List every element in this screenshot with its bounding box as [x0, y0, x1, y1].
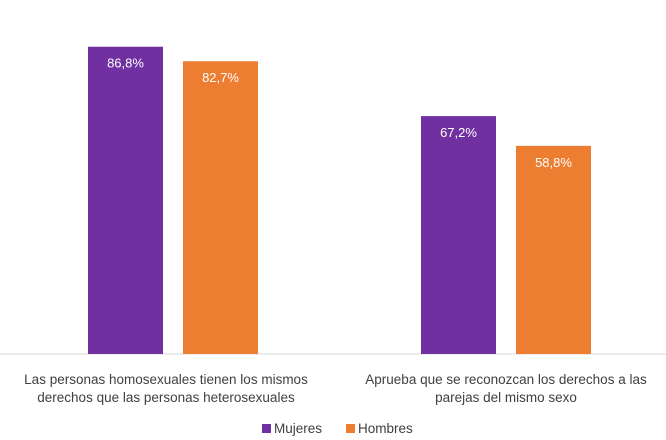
data-label-hombres-2: 58,8%	[535, 155, 572, 170]
category-label-2-line-2: parejas del mismo sexo	[435, 390, 577, 405]
category-label-2-line-1: Aprueba que se reconozcan los derechos a…	[365, 372, 647, 387]
data-labels-layer: 86,8% 67,2% 82,7% 58,8%	[107, 56, 572, 170]
legend-label-hombres: Hombres	[358, 421, 413, 436]
legend-swatch-mujeres	[262, 424, 271, 433]
data-label-mujeres-1: 86,8%	[107, 56, 144, 71]
bars-layer	[88, 46, 591, 355]
bar-mujeres-2	[421, 116, 496, 354]
data-label-hombres-1: 82,7%	[202, 70, 239, 85]
bar-mujeres-1	[88, 46, 163, 355]
data-label-mujeres-2: 67,2%	[440, 125, 477, 140]
bar-hombres-1	[183, 61, 258, 354]
category-labels-layer: Las personas homosexuales tienen los mis…	[24, 372, 647, 405]
category-label-1-line-2: derechos que las personas heterosexuales	[37, 390, 295, 405]
legend-label-mujeres: Mujeres	[274, 421, 322, 436]
legend-swatch-hombres	[346, 424, 355, 433]
category-label-1-line-1: Las personas homosexuales tienen los mis…	[24, 372, 308, 387]
legend: Mujeres Hombres	[262, 421, 413, 436]
bar-hombres-2	[516, 145, 591, 354]
